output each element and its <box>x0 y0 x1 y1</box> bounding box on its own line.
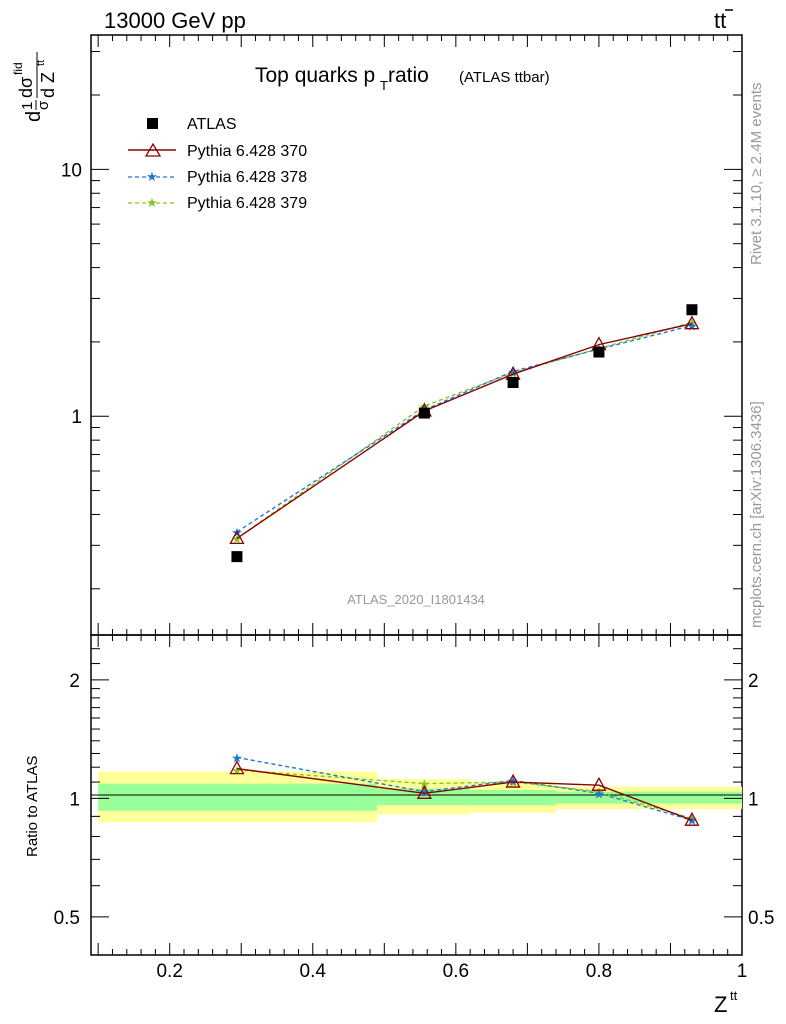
ratio-series-2-point: ★ <box>419 785 431 800</box>
main-series: ★★★★★★★★★★ <box>229 304 700 563</box>
x-tick-label: 0.8 <box>586 961 612 982</box>
legend-379-marker: ★ <box>146 195 158 210</box>
main-ylabel: d 1 σ dσ fid d Z tt <box>11 52 58 122</box>
xlabel-sup: tt <box>730 988 738 1003</box>
ratio-series: ★★ ★★★★★★★★ <box>229 750 700 828</box>
main-y-tick-label: 1 <box>71 407 82 428</box>
x-tick-label: 0.6 <box>443 961 469 982</box>
atlas-data-point <box>418 407 430 419</box>
xlabel-z: Z <box>714 992 727 1017</box>
ratio-y-tick-label-right: 0.5 <box>748 908 774 929</box>
mcplots-label: mcplots.cern.ch [arXiv:1306.3436] <box>748 401 765 628</box>
main-series-2-point: ★ <box>507 364 519 379</box>
process-label: tt <box>714 8 733 33</box>
main-series-3-point: ★ <box>419 399 431 414</box>
legend-atlas-label: ATLAS <box>187 116 237 133</box>
title-rest: ratio <box>388 64 429 87</box>
ratio-series-1-point <box>505 773 521 788</box>
ratio-series-3-point: ★ <box>686 811 698 826</box>
ratio-series-2-point: ★ <box>593 786 605 801</box>
chart-title: Top quarks p T ratio (ATLAS ttbar) <box>255 64 550 93</box>
analysis-watermark: ATLAS_2020_I1801434 <box>347 592 485 607</box>
rivet-label: Rivet 3.1.10, ≥ 2.4M events <box>748 83 765 266</box>
ylabel-dz: d Z <box>38 72 58 98</box>
main-series-3-point: ★ <box>507 366 519 381</box>
ratio-series-2-point: ★ <box>231 750 243 765</box>
ylabel-one: 1 <box>19 102 36 110</box>
ratio-series-1-line <box>236 767 693 821</box>
main-series-3-point: ★ <box>686 315 698 330</box>
legend-378-label: Pythia 6.428 378 <box>187 169 307 186</box>
ratio-series-3-point: ★ <box>231 763 243 778</box>
main-series-1-point <box>229 530 245 545</box>
energy-label: 13000 GeV pp <box>104 8 246 33</box>
legend-370-label: Pythia 6.428 370 <box>187 143 307 160</box>
main-series-3-line <box>236 321 693 539</box>
process-text: tt <box>714 8 726 33</box>
main-series-2-point: ★ <box>686 319 698 334</box>
ylabel-tt: tt <box>35 60 47 66</box>
main-series-1-line <box>236 323 693 539</box>
atlas-data-point <box>231 551 243 563</box>
main-series-3-point: ★ <box>231 531 243 546</box>
axis-ticks: 0.2 0.4 0.6 0.8 1 1 10 0.5 0.5 1 1 2 2 <box>54 35 774 982</box>
legend-atlas-marker <box>147 118 158 129</box>
ratio-y-tick-label-right: 2 <box>748 671 759 692</box>
x-tick-label: 0.4 <box>300 961 327 982</box>
ratio-band-green <box>556 791 742 804</box>
ylabel-sigma: σ <box>35 100 52 110</box>
ratio-series-1-point <box>684 811 700 826</box>
ratio-y-tick-label: 2 <box>69 671 80 692</box>
ratio-series-2-point: ★ <box>507 774 519 789</box>
ratio-series-1-point <box>416 784 432 799</box>
legend-379-label: Pythia 6.428 379 <box>187 195 307 212</box>
ratio-series-3-point: ★ <box>419 777 431 792</box>
ratio-ylabel: Ratio to ATLAS <box>24 756 41 857</box>
atlas-data-point <box>686 304 698 316</box>
main-y-tick-label: 10 <box>61 160 82 181</box>
main-series-1-point <box>684 315 700 330</box>
title-small: (ATLAS ttbar) <box>459 69 550 86</box>
ratio-y-tick-label-right: 1 <box>748 789 759 810</box>
x-tick-label: 0.2 <box>156 961 182 982</box>
title-sub: T <box>380 78 388 93</box>
ratio-y-tick-label: 1 <box>69 789 80 810</box>
legend: ATLAS Pythia 6.428 370 ★ Pythia 6.428 37… <box>128 116 307 212</box>
x-axis-label: Z tt <box>714 988 738 1017</box>
legend-378-marker: ★ <box>146 169 158 184</box>
ratio-series-2-point: ★ <box>686 813 698 828</box>
ratio-band-green <box>470 790 556 806</box>
ratio-series-1-point <box>591 776 607 791</box>
ratio-series-3-point: ★ <box>593 785 605 800</box>
ylabel-d: d <box>23 111 45 122</box>
legend-370-marker <box>144 142 162 157</box>
ratio-series-1-point <box>229 760 245 775</box>
ylabel-fid: fid <box>11 62 25 75</box>
atlas-data-point <box>507 376 519 388</box>
title-main: Top quarks p <box>255 64 375 87</box>
ratio-series-2-line <box>236 756 693 821</box>
ylabel-dsig: dσ <box>16 77 36 98</box>
ratio-band-green <box>98 783 378 811</box>
main-series-2-line <box>236 324 693 533</box>
ratio-y-tick-label: 0.5 <box>54 908 80 929</box>
atlas-data-point <box>593 346 605 358</box>
x-tick-label: 1 <box>737 961 748 982</box>
ratio-band-green <box>377 788 471 806</box>
